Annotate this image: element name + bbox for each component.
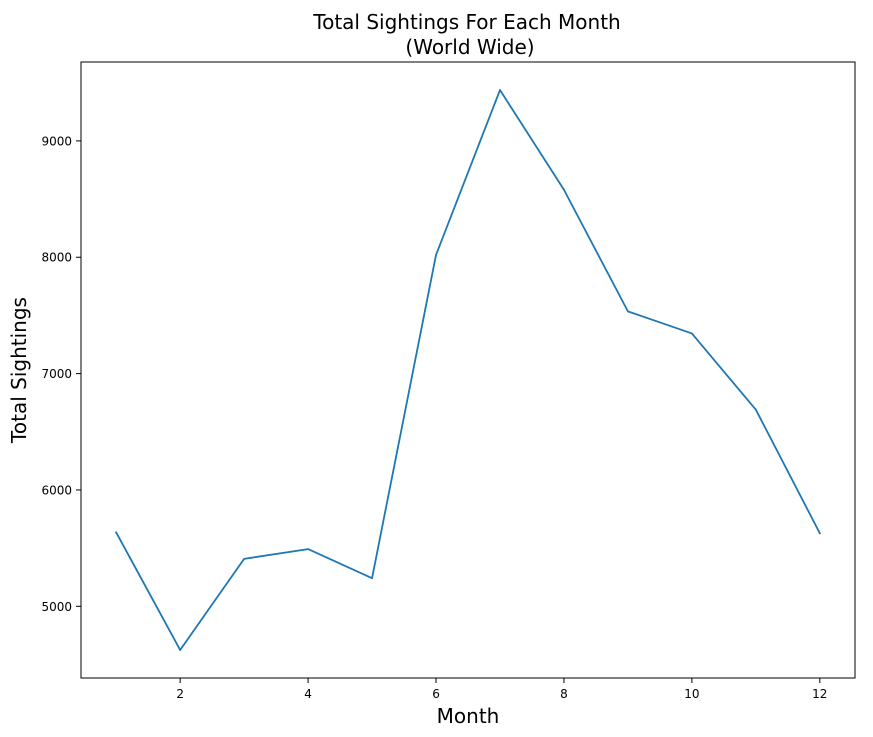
- series-line: [114, 89, 822, 651]
- plot-frame: [80, 61, 856, 679]
- y-tick-label: 9000: [41, 134, 72, 148]
- series-layer: [114, 89, 822, 651]
- x-axis-title: Month: [437, 704, 500, 728]
- y-tick-label: 6000: [41, 483, 72, 497]
- series-point: [818, 532, 821, 535]
- series-point: [499, 89, 501, 91]
- series-point: [435, 254, 437, 256]
- chart-title: Total Sightings For Each Month: [312, 10, 620, 34]
- series-point: [627, 310, 629, 313]
- series-point: [243, 557, 246, 560]
- series-point: [179, 649, 182, 651]
- series-point: [371, 577, 373, 580]
- x-axis-ticks: 2 4 6 8 10 12: [176, 678, 827, 701]
- y-tick-label: 7000: [41, 367, 72, 381]
- x-tick-label: 2: [176, 687, 184, 701]
- x-tick-label: 4: [304, 687, 312, 701]
- y-axis-ticks: 5000 6000 7000 8000 9000: [41, 134, 81, 614]
- y-tick-label: 8000: [41, 251, 72, 265]
- x-tick-label: 10: [684, 687, 699, 701]
- y-tick-label: 5000: [41, 600, 72, 614]
- series-point: [115, 531, 118, 534]
- series-point: [754, 408, 757, 411]
- x-tick-label: 8: [560, 687, 568, 701]
- chart-subtitle: (World Wide): [405, 35, 534, 59]
- x-tick-label: 12: [812, 687, 827, 701]
- series-point: [563, 188, 565, 191]
- series-point: [307, 548, 309, 550]
- y-axis-title: Total Sightings: [7, 297, 31, 444]
- series-point: [690, 332, 693, 335]
- x-tick-label: 6: [432, 687, 440, 701]
